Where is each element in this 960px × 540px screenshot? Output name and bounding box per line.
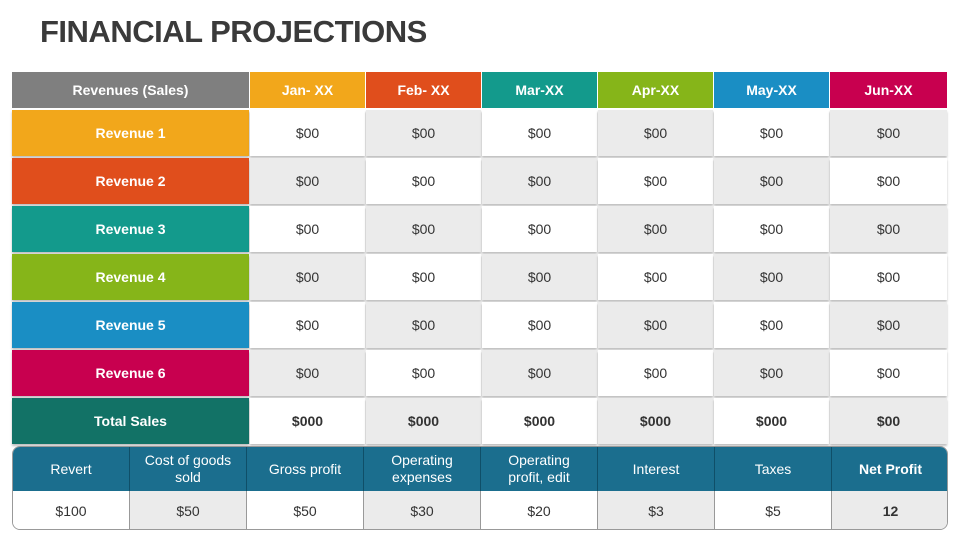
row-label: Revenue 4 — [12, 254, 249, 300]
value-cell: $00 — [482, 254, 597, 300]
summary-header: Net Profit — [832, 447, 947, 491]
total-cell: $000 — [714, 398, 829, 444]
summary-header: Cost of goods sold — [130, 447, 247, 491]
summary-value: $100 — [13, 491, 130, 529]
column-header: Mar-XX — [482, 72, 597, 108]
value-cell: $00 — [714, 158, 829, 204]
column-header: Feb- XX — [366, 72, 481, 108]
summary-header: Interest — [598, 447, 715, 491]
value-cell: $00 — [598, 206, 713, 252]
summary-table: Revert $100 Cost of goods sold $50 Gross pro… — [12, 446, 948, 530]
summary-header: Operating expenses — [364, 447, 481, 491]
value-cell: $00 — [482, 110, 597, 156]
value-cell: $00 — [598, 302, 713, 348]
summary-header: Revert — [13, 447, 130, 491]
summary-value: 12 — [832, 491, 947, 529]
column-header: Apr-XX — [598, 72, 713, 108]
row-label: Revenue 2 — [12, 158, 249, 204]
value-cell: $00 — [250, 350, 365, 396]
value-cell: $00 — [482, 206, 597, 252]
value-cell: $00 — [366, 350, 481, 396]
slide-title: FINANCIAL PROJECTIONS — [40, 14, 427, 49]
value-cell: $00 — [598, 158, 713, 204]
row-label: Revenue 3 — [12, 206, 249, 252]
value-cell: $00 — [830, 350, 947, 396]
value-cell: $00 — [714, 110, 829, 156]
summary-value: $3 — [598, 491, 715, 529]
row-label: Total Sales — [12, 398, 249, 444]
column-header: Revenues (Sales) — [12, 72, 249, 108]
value-cell: $00 — [830, 206, 947, 252]
column-header: Jan- XX — [250, 72, 365, 108]
column-header: Jun-XX — [830, 72, 947, 108]
value-cell: $00 — [366, 158, 481, 204]
value-cell: $00 — [714, 350, 829, 396]
summary-header: Gross profit — [247, 447, 364, 491]
value-cell: $00 — [366, 254, 481, 300]
summary-header: Taxes — [715, 447, 832, 491]
summary-value: $5 — [715, 491, 832, 529]
summary-value: $30 — [364, 491, 481, 529]
summary-value: $50 — [247, 491, 364, 529]
total-cell: $000 — [598, 398, 713, 444]
total-cell: $000 — [482, 398, 597, 444]
value-cell: $00 — [482, 350, 597, 396]
column-header: May-XX — [714, 72, 829, 108]
value-cell: $00 — [250, 158, 365, 204]
total-cell: $000 — [250, 398, 365, 444]
row-label: Revenue 1 — [12, 110, 249, 156]
value-cell: $00 — [598, 350, 713, 396]
total-cell: $000 — [366, 398, 481, 444]
summary-header: Operating profit, edit — [481, 447, 598, 491]
value-cell: $00 — [598, 254, 713, 300]
row-label: Revenue 5 — [12, 302, 249, 348]
total-cell: $00 — [830, 398, 947, 444]
value-cell: $00 — [250, 254, 365, 300]
value-cell: $00 — [598, 110, 713, 156]
value-cell: $00 — [714, 302, 829, 348]
value-cell: $00 — [250, 110, 365, 156]
value-cell: $00 — [830, 110, 947, 156]
summary-value: $20 — [481, 491, 598, 529]
value-cell: $00 — [714, 254, 829, 300]
row-label: Revenue 6 — [12, 350, 249, 396]
value-cell: $00 — [482, 158, 597, 204]
value-cell: $00 — [250, 206, 365, 252]
value-cell: $00 — [366, 110, 481, 156]
summary-value: $50 — [130, 491, 247, 529]
value-cell: $00 — [366, 302, 481, 348]
value-cell: $00 — [482, 302, 597, 348]
value-cell: $00 — [830, 302, 947, 348]
value-cell: $00 — [714, 206, 829, 252]
value-cell: $00 — [366, 206, 481, 252]
value-cell: $00 — [830, 158, 947, 204]
value-cell: $00 — [830, 254, 947, 300]
value-cell: $00 — [250, 302, 365, 348]
